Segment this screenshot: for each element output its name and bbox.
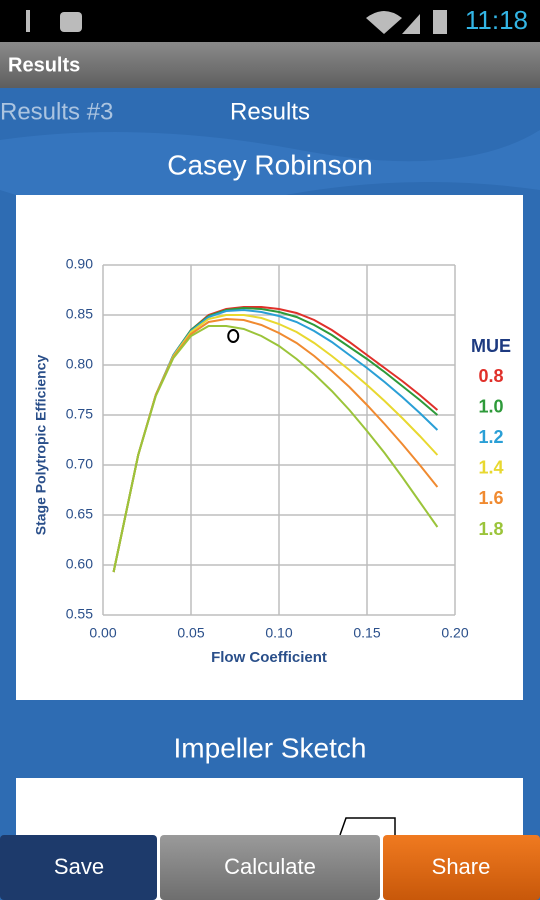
- x-tick-label: 0.00: [89, 625, 116, 641]
- x-tick-label: 0.15: [353, 625, 380, 641]
- series-line: [112, 325, 439, 573]
- marker-point: [227, 329, 240, 343]
- y-tick-label: 0.65: [66, 506, 93, 522]
- y-tick-label: 0.85: [66, 306, 93, 322]
- tab-active[interactable]: Results: [230, 98, 310, 125]
- section-title: Casey Robinson: [167, 149, 372, 180]
- share-button[interactable]: [383, 835, 540, 900]
- chart-card: [16, 195, 523, 700]
- legend-entry: 0.8: [478, 366, 503, 386]
- y-tick-label: 0.55: [66, 606, 93, 622]
- calculate-button[interactable]: [160, 835, 380, 900]
- y-tick-label: 0.80: [66, 356, 93, 372]
- clock: 11:18: [465, 5, 528, 35]
- button-label[interactable]: Share: [432, 854, 491, 879]
- impeller-sketch: [339, 817, 396, 836]
- legend-entry: 1.0: [478, 396, 503, 416]
- legend-title: MUE: [471, 336, 511, 356]
- x-tick-label: 0.05: [177, 625, 204, 641]
- y-axis-title: Stage Polytropic Efficiency: [33, 355, 49, 536]
- y-tick-label: 0.75: [66, 406, 93, 422]
- button-label[interactable]: Calculate: [224, 854, 316, 879]
- status-icons: [26, 10, 447, 34]
- legend-entry: 1.4: [478, 458, 503, 478]
- x-axis-title: Flow Coefficient: [211, 649, 327, 666]
- action-bar: [0, 42, 540, 88]
- y-tick-label: 0.70: [66, 456, 93, 472]
- legend-entry: 1.8: [478, 519, 503, 539]
- chart: 0.55 0.60 0.65 0.70 0.75 0.80 0.85 0.90 0.00 0.05…: [33, 256, 511, 666]
- save-button[interactable]: [0, 835, 157, 900]
- legend-entry: 1.2: [478, 427, 503, 447]
- x-tick-label: 0.20: [441, 625, 468, 641]
- y-tick-label: 0.60: [66, 556, 93, 572]
- button-label[interactable]: Save: [54, 854, 104, 879]
- tab[interactable]: Results #3: [0, 98, 113, 125]
- impeller-title: Impeller Sketch: [174, 732, 367, 763]
- y-tick-label: 0.90: [66, 256, 93, 272]
- x-tick-label: 0.10: [265, 625, 292, 641]
- wave: [0, 130, 540, 213]
- legend-entry: 1.6: [478, 488, 503, 508]
- status-bar: [0, 0, 540, 42]
- action-bar-title: Results: [8, 54, 80, 76]
